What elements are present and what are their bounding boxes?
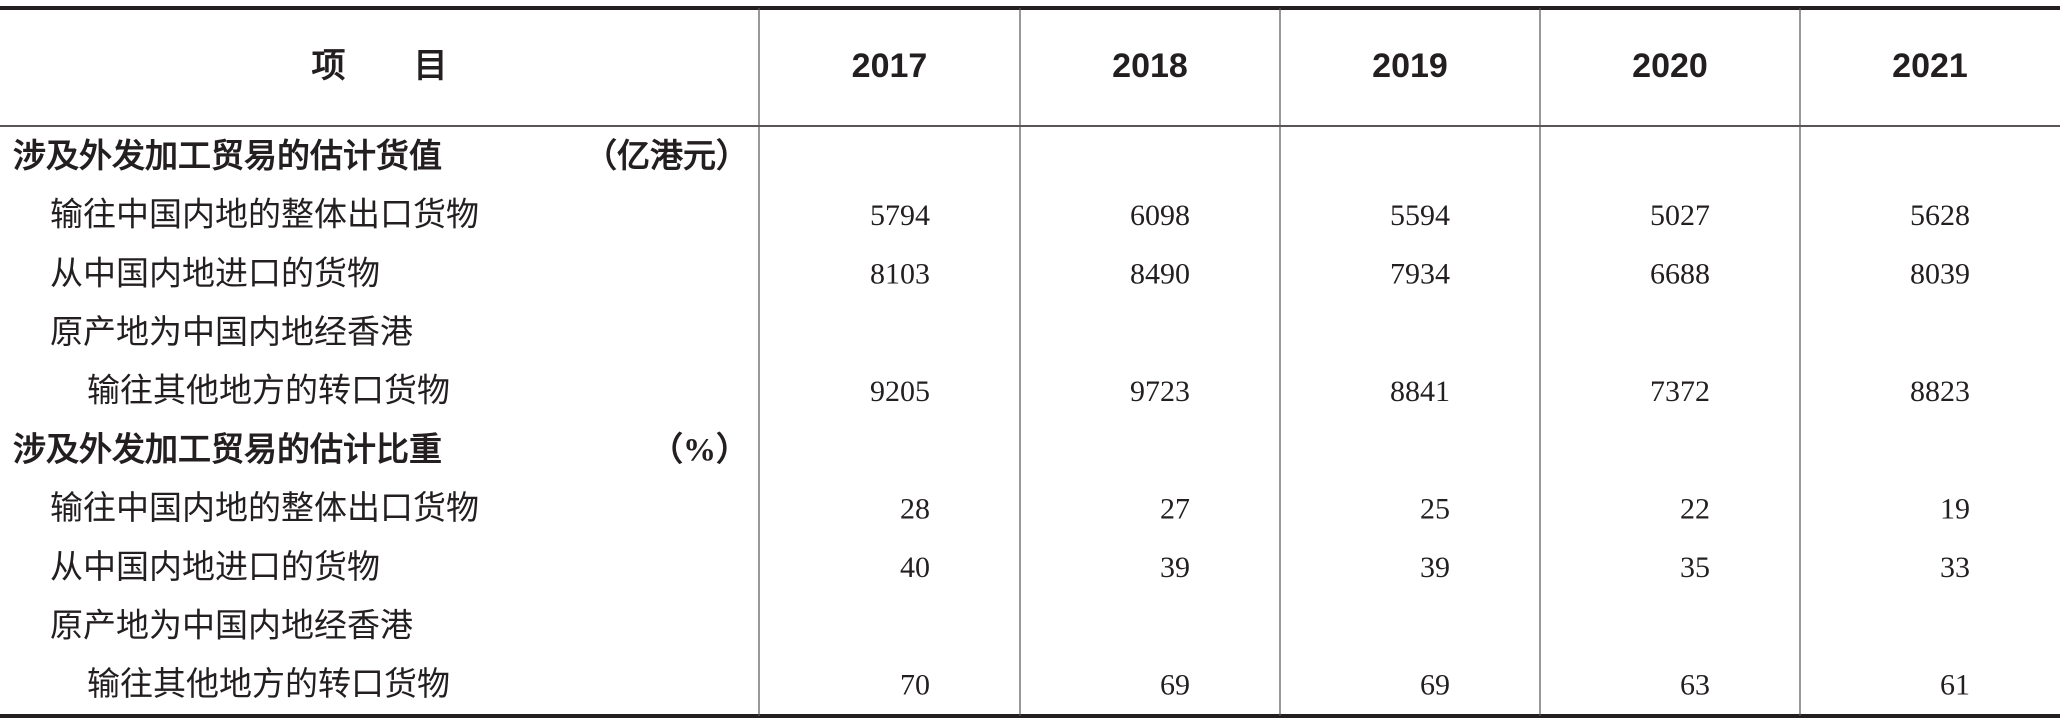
cell-value: 6688 [1650, 258, 1710, 291]
cell-value: 6098 [1130, 199, 1190, 232]
section-title: 涉及外发加工贸易的估计货值 [13, 138, 442, 175]
header-cell: 2019 [1372, 47, 1448, 85]
cell-value: 5794 [870, 199, 930, 232]
cell-value: 33 [1940, 551, 1970, 584]
header-cell: 2021 [1892, 47, 1968, 85]
row-label: 原产地为中国内地经香港 [50, 608, 413, 645]
row-label: 从中国内地进口的货物 [50, 549, 380, 586]
cell-value: 28 [900, 492, 930, 525]
row-label: 从中国内地进口的货物 [50, 255, 380, 292]
cell-value: 7372 [1650, 375, 1710, 408]
header-cell: 2017 [852, 47, 928, 85]
cell-value: 19 [1940, 492, 1970, 525]
cell-value: 5027 [1650, 199, 1710, 232]
row-label: 输往其他地方的转口货物 [87, 373, 450, 410]
header-cell: 2020 [1632, 47, 1708, 85]
cell-value: 8039 [1910, 258, 1970, 291]
row-label: 原产地为中国内地经香港 [50, 314, 413, 351]
cell-value: 40 [900, 551, 930, 584]
cell-value: 27 [1160, 492, 1190, 525]
cell-value: 8103 [870, 258, 930, 291]
cell-value: 61 [1940, 669, 1970, 702]
cell-value: 8490 [1130, 258, 1190, 291]
cell-value: 39 [1160, 551, 1190, 584]
cell-value: 8841 [1390, 375, 1450, 408]
cell-value: 39 [1420, 551, 1450, 584]
cell-value: 69 [1420, 669, 1450, 702]
cell-value: 63 [1680, 669, 1710, 702]
section-unit: （%） [650, 431, 749, 468]
header-cell: 2018 [1112, 47, 1188, 85]
cell-value: 9723 [1130, 375, 1190, 408]
cell-value: 5628 [1910, 199, 1970, 232]
cell-value: 8823 [1910, 375, 1970, 408]
header-cell: 项 目 [312, 47, 448, 85]
cell-value: 25 [1420, 492, 1450, 525]
cell-value: 35 [1680, 551, 1710, 584]
section-unit: （亿港元） [584, 138, 749, 175]
cell-value: 9205 [870, 375, 930, 408]
cell-value: 69 [1160, 669, 1190, 702]
cell-value: 5594 [1390, 199, 1450, 232]
row-label: 输往中国内地的整体出口货物 [50, 490, 479, 527]
section-title: 涉及外发加工贸易的估计比重 [13, 431, 442, 468]
row-label: 输往中国内地的整体出口货物 [50, 197, 479, 234]
row-label: 输往其他地方的转口货物 [87, 666, 450, 703]
cell-value: 22 [1680, 492, 1710, 525]
cell-value: 7934 [1390, 258, 1450, 291]
cell-value: 70 [900, 669, 930, 702]
